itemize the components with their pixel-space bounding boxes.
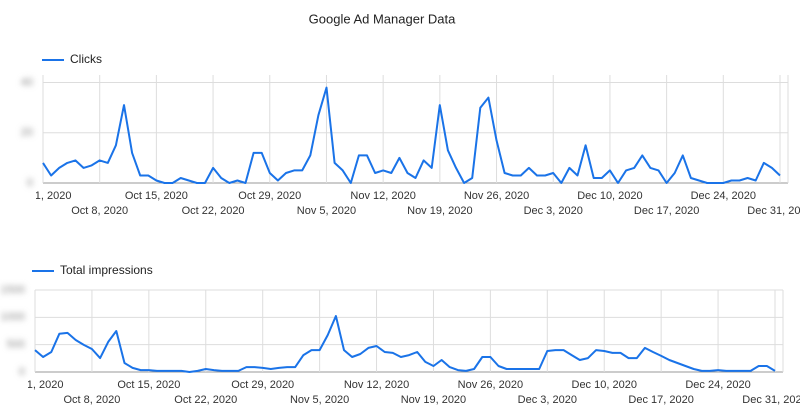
x-tick-label: Dec 10, 2020 [577, 190, 642, 202]
x-tick-label: Oct 22, 2020 [182, 205, 245, 217]
x-tick-label: Nov 19, 2020 [401, 394, 466, 406]
y-tick-label: 20 [21, 127, 33, 139]
x-tick-label: Dec 31, 2020 [747, 205, 800, 217]
y-tick-label: 40 [21, 76, 33, 88]
x-tick-label: Dec 24, 2020 [685, 379, 750, 391]
x-tick-label: Nov 12, 2020 [344, 379, 409, 391]
x-tick-label: Dec 3, 2020 [524, 205, 583, 217]
x-tick-label: Nov 12, 2020 [350, 190, 415, 202]
x-tick-label: Dec 10, 2020 [572, 379, 637, 391]
y-tick-label: 500 [7, 339, 25, 351]
x-tick-label: Oct 15, 2020 [117, 379, 180, 391]
x-axis-labels: Oct 1, 2020 Oct 8, 2020 Oct 15, 2020 Oct 22… [15, 190, 800, 217]
x-tick-label: Dec 31, 2020 [742, 394, 800, 406]
x-tick-label: Nov 26, 2020 [458, 379, 523, 391]
data-line [34, 315, 776, 373]
x-tick-label: Oct 29, 2020 [231, 379, 294, 391]
x-tick-label: Nov 5, 2020 [297, 205, 356, 217]
x-tick-label: Nov 26, 2020 [464, 190, 529, 202]
x-tick-label: Oct 1, 2020 [15, 190, 72, 202]
x-axis-labels: Oct 1, 2020 Oct 8, 2020 Oct 15, 2020 Oct 22… [7, 379, 800, 406]
legend-label: Total impressions [60, 263, 153, 277]
x-tick-label: Oct 8, 2020 [71, 205, 128, 217]
y-tick-label: 1500 [1, 284, 25, 296]
x-tick-label: Nov 5, 2020 [290, 394, 349, 406]
x-tick-label: Oct 8, 2020 [63, 394, 120, 406]
x-tick-label: Dec 3, 2020 [518, 394, 577, 406]
y-tick-label: 0 [19, 366, 25, 378]
x-tick-label: Oct 29, 2020 [238, 190, 301, 202]
x-tick-label: Dec 24, 2020 [691, 190, 756, 202]
data-line [42, 86, 781, 184]
legend-label: Clicks [70, 52, 102, 66]
x-tick-label: Oct 15, 2020 [125, 190, 188, 202]
y-tick-label: 0 [27, 177, 33, 189]
x-tick-label: Nov 19, 2020 [407, 205, 472, 217]
x-tick-label: Dec 17, 2020 [634, 205, 699, 217]
x-tick-label: Dec 17, 2020 [628, 394, 693, 406]
x-tick-label: Oct 22, 2020 [174, 394, 237, 406]
y-tick-label: 1000 [1, 311, 25, 323]
chart-title: Google Ad Manager Data [309, 11, 456, 26]
x-tick-label: Oct 1, 2020 [7, 379, 64, 391]
